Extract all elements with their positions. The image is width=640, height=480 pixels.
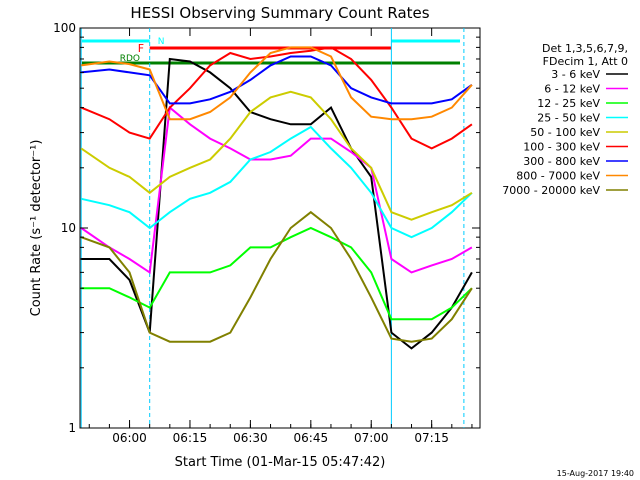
legend-label-1: 6 - 12 keV xyxy=(544,83,600,96)
series-line-8 xyxy=(80,210,473,343)
footer-timestamp: 15-Aug-2017 19:40 xyxy=(556,469,634,478)
series-line-3 xyxy=(80,125,473,239)
series-line-5 xyxy=(80,46,473,150)
y-axis-label: Count Rate (s⁻¹ detector⁻¹) xyxy=(29,140,44,317)
series-line-4 xyxy=(80,90,473,221)
x-tick-label-0: 06:00 xyxy=(112,431,147,445)
plot-frame xyxy=(79,27,481,429)
legend-label-2: 12 - 25 keV xyxy=(537,97,600,110)
legend-label-8: 7000 - 20000 keV xyxy=(502,184,600,197)
flag-f-label: F xyxy=(138,42,144,55)
legend-label-6: 300 - 800 keV xyxy=(523,155,600,168)
legend: Det 1,3,5,6,7,9,FDecim 1, Att 03 - 6 keV… xyxy=(502,42,628,197)
ticks-group: 06:00 06:15 06:30 06:45 07:00 07:15 1 10 100 xyxy=(53,21,480,445)
series-line-7 xyxy=(81,46,473,121)
x-tick-label-5: 07:15 xyxy=(414,431,449,445)
x-tick-label-3: 06:45 xyxy=(294,431,329,445)
flag-n-label: N xyxy=(158,37,165,47)
x-axis-label: Start Time (01-Mar-15 05:47:42) xyxy=(175,455,386,470)
legend-header-0: Det 1,3,5,6,7,9, xyxy=(542,42,628,55)
flag-rdo-label: RDO xyxy=(120,54,140,64)
legend-header-1: FDecim 1, Att 0 xyxy=(543,55,628,68)
y-tick-label-0: 1 xyxy=(68,421,76,435)
chart-title: HESSI Observing Summary Count Rates xyxy=(130,4,429,22)
x-tick-label-2: 06:30 xyxy=(233,431,268,445)
legend-label-5: 100 - 300 keV xyxy=(523,141,600,154)
x-tick-label-4: 07:00 xyxy=(354,431,389,445)
legend-label-0: 3 - 6 keV xyxy=(551,68,600,81)
axes xyxy=(79,27,481,429)
series-group xyxy=(80,46,473,350)
legend-label-4: 50 - 100 keV xyxy=(530,126,600,139)
legend-label-3: 25 - 50 keV xyxy=(537,112,600,125)
legend-label-7: 800 - 7000 keV xyxy=(516,170,600,183)
x-tick-label-1: 06:15 xyxy=(173,431,208,445)
y-tick-label-2: 100 xyxy=(53,21,76,35)
series-line-0 xyxy=(81,57,473,350)
y-tick-label-1: 10 xyxy=(61,221,76,235)
series-line-1 xyxy=(80,105,473,275)
